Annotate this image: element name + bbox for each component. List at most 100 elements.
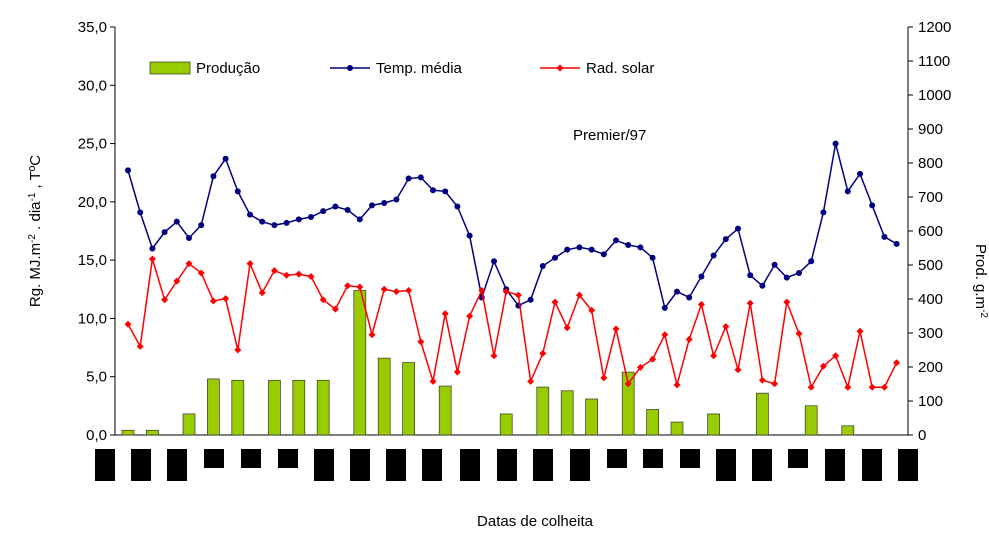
y-tick-label: 5,0 — [86, 369, 107, 386]
x-label-block — [825, 449, 845, 481]
y2-tick-label: 0 — [918, 427, 926, 444]
marker — [223, 156, 229, 162]
marker — [454, 369, 461, 376]
marker — [344, 282, 351, 289]
y-axis-title: Rg. MJ.m-2 . dia-1 , TºC — [27, 155, 45, 307]
y2-tick-label: 800 — [918, 155, 943, 172]
y-tick-label: 0,0 — [86, 427, 107, 444]
marker — [784, 275, 790, 281]
marker — [222, 295, 229, 302]
y-axis-title-part: . dia — [27, 201, 44, 234]
y2-axis-title: Prod. g.m-2 — [972, 244, 989, 318]
x-label-block — [862, 449, 882, 481]
bar — [537, 387, 549, 435]
y-tick-label: 15,0 — [78, 252, 107, 269]
marker — [235, 188, 241, 194]
marker — [186, 235, 192, 241]
marker — [381, 200, 387, 206]
bar — [671, 422, 683, 435]
marker — [662, 305, 668, 311]
marker — [406, 176, 412, 182]
marker — [808, 384, 815, 391]
marker — [564, 247, 570, 253]
bar — [561, 391, 573, 435]
y2-axis-title-part: -2 — [979, 309, 989, 318]
marker — [442, 188, 448, 194]
marker — [600, 374, 607, 381]
marker — [637, 244, 643, 250]
marker — [137, 343, 144, 350]
legend-label: Temp. média — [376, 60, 463, 77]
bar — [805, 406, 817, 435]
x-label-block — [131, 449, 151, 481]
marker — [174, 219, 180, 225]
x-label-block — [422, 449, 442, 481]
marker — [747, 272, 753, 278]
marker — [747, 300, 754, 307]
marker — [711, 252, 717, 258]
marker — [491, 352, 498, 359]
marker — [515, 292, 522, 299]
bar — [500, 414, 512, 435]
legend-marker — [557, 65, 564, 72]
legend-label: Rad. solar — [586, 60, 654, 77]
marker — [857, 328, 864, 335]
marker — [661, 331, 668, 338]
marker — [162, 229, 168, 235]
line — [128, 259, 897, 387]
x-label-block — [497, 449, 517, 481]
y2-tick-label: 600 — [918, 223, 943, 240]
bar — [268, 380, 280, 435]
y2-tick-label: 1200 — [918, 19, 951, 36]
marker — [125, 167, 131, 173]
marker — [686, 294, 692, 300]
bar — [183, 414, 195, 435]
marker — [857, 171, 863, 177]
marker — [259, 219, 265, 225]
marker — [759, 283, 765, 289]
marker — [417, 338, 424, 345]
x-label-block — [350, 449, 370, 481]
marker — [759, 377, 766, 384]
x-label-block — [314, 449, 334, 481]
legend-swatch — [150, 62, 190, 74]
y-tick-label: 35,0 — [78, 19, 107, 36]
marker — [613, 325, 620, 332]
marker — [820, 209, 826, 215]
marker — [783, 299, 790, 306]
marker — [869, 202, 875, 208]
marker — [430, 187, 436, 193]
marker — [869, 384, 876, 391]
marker — [234, 346, 241, 353]
marker — [698, 301, 705, 308]
bar — [354, 291, 366, 436]
bar — [293, 380, 305, 435]
x-axis-title: Datas de colheita — [477, 513, 594, 530]
marker — [674, 289, 680, 295]
y2-tick-label: 100 — [918, 393, 943, 410]
bar — [122, 430, 134, 435]
marker — [247, 260, 254, 267]
marker — [893, 359, 900, 366]
marker — [722, 323, 729, 330]
y2-tick-label: 400 — [918, 291, 943, 308]
bar — [439, 386, 451, 435]
marker — [430, 378, 437, 385]
marker — [601, 251, 607, 257]
marker — [332, 204, 338, 210]
marker — [466, 313, 473, 320]
marker — [796, 270, 802, 276]
x-label-block — [386, 449, 406, 481]
bar — [756, 393, 768, 435]
legend-marker — [347, 65, 353, 71]
x-label-block — [716, 449, 736, 481]
marker — [308, 273, 315, 280]
y-axis-title-part: Rg. MJ.m — [27, 243, 44, 307]
marker — [735, 226, 741, 232]
y2-tick-label: 300 — [918, 325, 943, 342]
marker — [283, 272, 290, 279]
bar — [403, 363, 415, 435]
marker — [686, 336, 693, 343]
marker — [881, 234, 887, 240]
marker — [210, 297, 217, 304]
